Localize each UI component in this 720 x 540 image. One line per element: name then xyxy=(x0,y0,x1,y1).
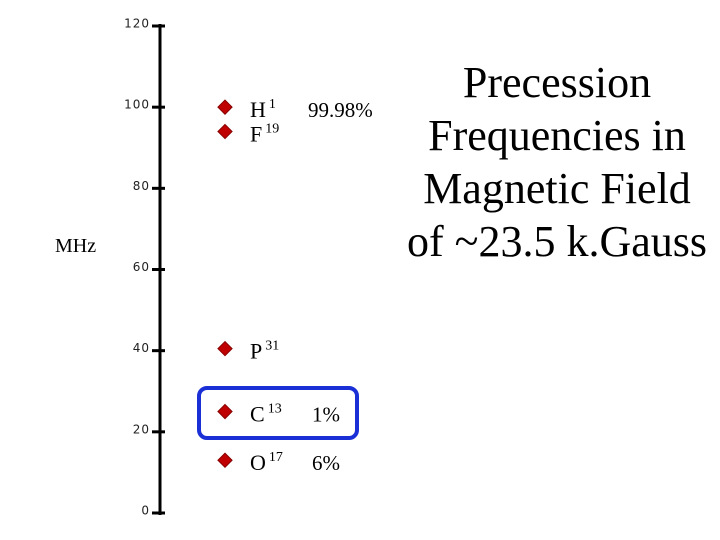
isotope-label: F 19 xyxy=(250,122,279,147)
marker xyxy=(217,99,233,115)
marker xyxy=(217,340,233,357)
highlight-box xyxy=(197,386,359,440)
element: P xyxy=(250,339,262,364)
isotope-number: 31 xyxy=(265,339,279,354)
isotope-number: 19 xyxy=(265,122,279,137)
chart-title: Frequencies in xyxy=(428,111,686,160)
element: F xyxy=(250,122,262,147)
y-tick-label: 40 xyxy=(133,341,150,355)
abundance: 1% xyxy=(312,403,340,427)
isotope-label: O 17 xyxy=(250,450,283,475)
chart-title: of ~23.5 k.Gauss xyxy=(407,217,707,266)
element: H xyxy=(250,97,266,122)
marker xyxy=(217,403,233,420)
abundance: 99.98% xyxy=(308,98,373,122)
marker xyxy=(217,123,233,140)
isotope-label: P 31 xyxy=(250,339,279,364)
isotope-number: 13 xyxy=(268,402,282,417)
isotope-number: 1 xyxy=(269,97,276,112)
isotope-number: 17 xyxy=(269,450,283,465)
marker xyxy=(217,452,233,469)
y-tick-label: 80 xyxy=(133,179,150,193)
abundance: 6% xyxy=(312,451,340,475)
y-tick-label: 60 xyxy=(133,260,150,274)
y-tick-label: 120 xyxy=(124,17,150,31)
element: C xyxy=(250,402,265,427)
chart-title: Precession xyxy=(463,58,651,107)
y-tick-label: 20 xyxy=(133,422,150,436)
chart-title: Magnetic Field xyxy=(423,164,691,213)
y-tick-label: 0 xyxy=(141,504,150,518)
y-tick-label: 100 xyxy=(124,98,150,112)
isotope-label: C 13 xyxy=(250,402,282,427)
y-axis-label: MHz xyxy=(55,235,96,257)
element: O xyxy=(250,450,266,475)
